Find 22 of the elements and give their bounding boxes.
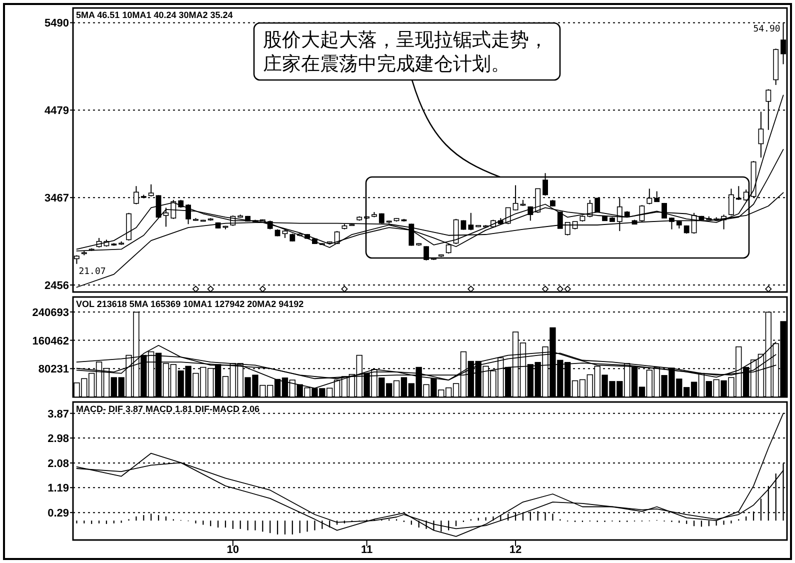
y-tick-label: 240693 [32,306,69,319]
annotation: 21.07 [78,266,106,277]
annotation: 庄家在震荡中完成建仓计划。 [263,53,510,75]
y-tick-label: 3467 [44,192,69,205]
x-tick-label: 12 [509,544,522,556]
annotation: VOL 213618 5MA 165369 10MA1 127942 20MA2 94192 [76,299,304,309]
y-tick-label: 1.19 [48,482,69,495]
x-tick-label: 11 [360,544,373,556]
y-tick-label: 160462 [32,335,69,348]
y-tick-label: 2456 [44,280,69,292]
y-tick-label: 4479 [44,105,69,118]
y-tick-label: 5490 [44,18,69,30]
y-tick-label: 2.98 [48,433,69,446]
y-tick-label: 80231 [38,364,69,376]
y-tick-label: 0.29 [48,508,69,520]
y-tick-label: 3.87 [48,408,69,420]
x-tick-label: 10 [226,544,240,556]
annotation: MACD- DIF 3.87 MACD 1.81 DIF-MACD 2.06 [76,404,260,414]
annotation: 股价大起大落，呈现拉锯式走势， [263,30,548,51]
annotation: 5MA 46.51 10MA1 40.24 30MA2 35.24 [76,10,233,20]
y-tick-label: 2.08 [48,458,69,470]
annotation: 54.90 [753,24,780,35]
